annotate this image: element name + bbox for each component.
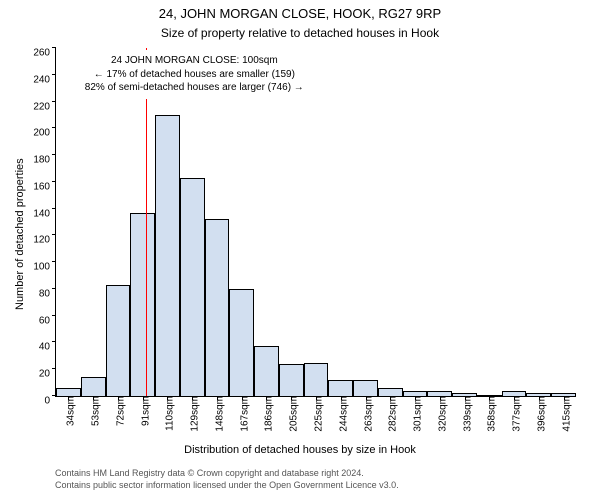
histogram-bar [353, 380, 378, 396]
y-tick-label: 240 [33, 74, 56, 85]
x-tick-label: 415sqm [555, 396, 572, 432]
annotation-line: ← 17% of detached houses are smaller (15… [85, 68, 304, 82]
plot-area: 02040608010012014016018020022024026034sq… [55, 48, 576, 397]
y-tick-label: 0 [44, 396, 56, 407]
x-tick-label: 282sqm [382, 396, 399, 432]
x-tick-label: 301sqm [407, 396, 424, 432]
x-tick-label: 339sqm [456, 396, 473, 432]
y-tick-label: 80 [39, 288, 56, 299]
y-axis-label: Number of detached properties [14, 158, 26, 310]
x-tick-label: 53sqm [85, 396, 102, 426]
y-tick-mark [52, 368, 56, 369]
x-tick-label: 263sqm [357, 396, 374, 432]
y-tick-mark [52, 315, 56, 316]
x-tick-label: 358sqm [481, 396, 498, 432]
histogram-bar [106, 285, 131, 396]
y-tick-label: 60 [39, 315, 56, 326]
histogram-bar [180, 178, 205, 396]
x-tick-label: 320sqm [431, 396, 448, 432]
x-tick-label: 34sqm [60, 396, 77, 426]
y-tick-label: 220 [33, 101, 56, 112]
histogram-bar [229, 289, 254, 396]
x-tick-label: 205sqm [283, 396, 300, 432]
x-tick-label: 91sqm [134, 396, 151, 426]
annotation-line: 82% of semi-detached houses are larger (… [85, 81, 304, 95]
y-tick-mark [52, 208, 56, 209]
histogram-bar [378, 388, 403, 396]
y-tick-mark [52, 234, 56, 235]
x-tick-label: 225sqm [308, 396, 325, 432]
y-tick-label: 200 [33, 128, 56, 139]
reference-line [146, 48, 147, 396]
x-tick-label: 244sqm [332, 396, 349, 432]
y-tick-mark [52, 181, 56, 182]
histogram-bar [304, 363, 329, 396]
y-tick-mark [52, 127, 56, 128]
x-tick-label: 186sqm [258, 396, 275, 432]
histogram-bar [254, 346, 279, 396]
chart-title: 24, JOHN MORGAN CLOSE, HOOK, RG27 9RP [0, 6, 600, 21]
annotation-line: 24 JOHN MORGAN CLOSE: 100sqm [85, 54, 304, 68]
footnote-line2: Contains public sector information licen… [55, 480, 399, 492]
histogram-bar [56, 388, 81, 396]
chart-container: 24, JOHN MORGAN CLOSE, HOOK, RG27 9RP Si… [0, 0, 600, 500]
annotation-box: 24 JOHN MORGAN CLOSE: 100sqm← 17% of det… [77, 50, 312, 99]
y-tick-label: 140 [33, 208, 56, 219]
x-tick-label: 110sqm [159, 396, 176, 431]
x-tick-label: 129sqm [184, 396, 201, 432]
y-tick-label: 120 [33, 235, 56, 246]
histogram-bar [279, 364, 304, 396]
histogram-bar [81, 377, 106, 396]
y-tick-mark [52, 47, 56, 48]
y-tick-label: 180 [33, 155, 56, 166]
x-axis-label: Distribution of detached houses by size … [0, 444, 600, 456]
histogram-bar [130, 213, 155, 396]
x-tick-label: 148sqm [208, 396, 225, 432]
footnote: Contains HM Land Registry data © Crown c… [55, 468, 399, 491]
x-tick-label: 396sqm [530, 396, 547, 432]
footnote-line1: Contains HM Land Registry data © Crown c… [55, 468, 399, 480]
chart-subtitle: Size of property relative to detached ho… [0, 26, 600, 40]
y-tick-mark [52, 288, 56, 289]
histogram-bar [205, 219, 230, 396]
x-tick-label: 377sqm [506, 396, 523, 432]
y-tick-mark [52, 261, 56, 262]
y-tick-mark [52, 154, 56, 155]
y-tick-mark [52, 101, 56, 102]
y-tick-label: 260 [33, 48, 56, 59]
y-tick-label: 20 [39, 369, 56, 380]
y-tick-label: 100 [33, 262, 56, 273]
y-tick-mark [52, 74, 56, 75]
x-tick-label: 72sqm [109, 396, 126, 426]
histogram-bar [155, 115, 180, 396]
x-tick-label: 167sqm [233, 396, 250, 432]
y-tick-label: 160 [33, 181, 56, 192]
y-tick-mark [52, 341, 56, 342]
y-tick-label: 40 [39, 342, 56, 353]
histogram-bar [328, 380, 353, 396]
